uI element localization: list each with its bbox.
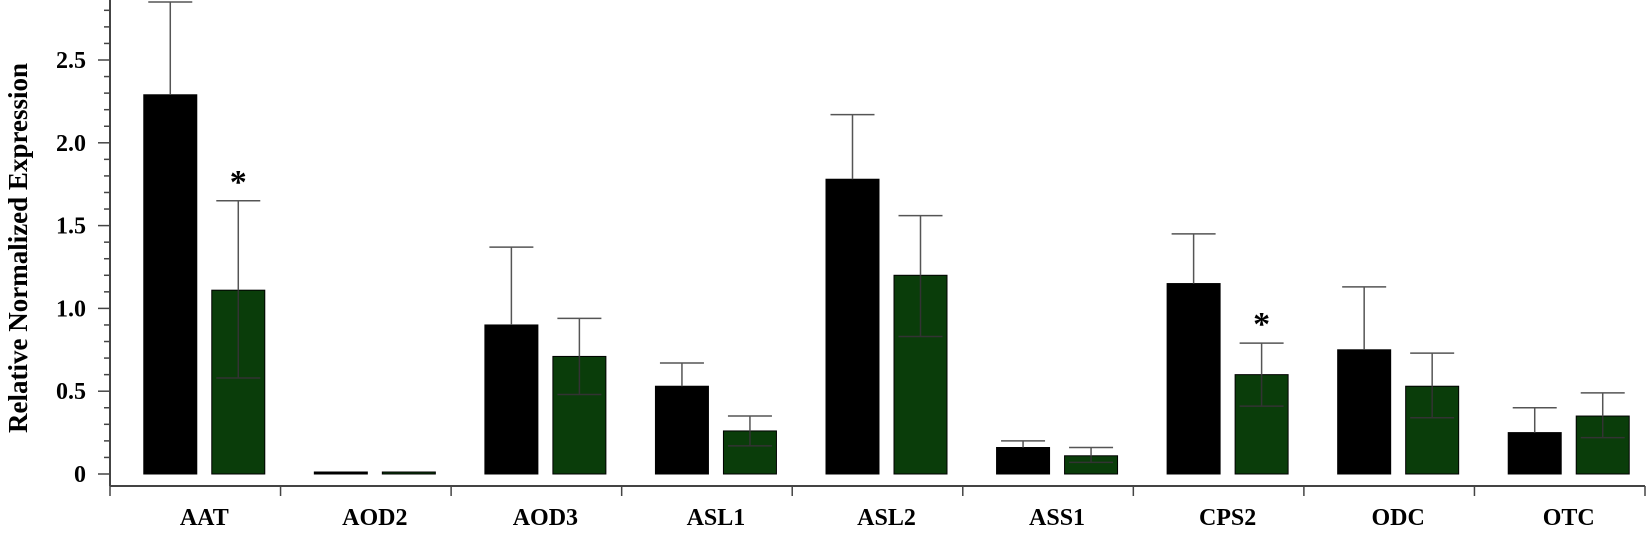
x-tick-label: AAT bbox=[180, 505, 229, 531]
annotations: ** bbox=[230, 164, 1270, 343]
y-tick-label: 2.0 bbox=[56, 131, 86, 157]
bar bbox=[996, 447, 1051, 475]
significance-marker: * bbox=[1253, 306, 1270, 343]
bar bbox=[1337, 349, 1392, 475]
y-tick-label: 2.5 bbox=[56, 48, 86, 74]
error-bars bbox=[148, 1, 1625, 464]
bar bbox=[825, 178, 880, 475]
bars bbox=[143, 94, 1630, 475]
x-tick-label: AOD3 bbox=[513, 505, 578, 531]
bar bbox=[1507, 432, 1562, 475]
x-tick-label: AOD2 bbox=[342, 505, 407, 531]
axes bbox=[98, 0, 1646, 496]
x-tick-label: ASL1 bbox=[687, 505, 746, 531]
x-tick-label: ODC bbox=[1371, 505, 1424, 531]
x-tick-label: ASS1 bbox=[1029, 505, 1085, 531]
y-tick-label: 1.0 bbox=[56, 296, 86, 322]
significance-marker: * bbox=[230, 164, 247, 201]
y-axis-label: Relative Normalized Expression bbox=[3, 63, 33, 433]
y-tick-label: 0.5 bbox=[56, 379, 86, 405]
bar bbox=[654, 385, 709, 475]
bar bbox=[313, 471, 368, 475]
x-tick-label: ASL2 bbox=[857, 505, 916, 531]
y-tick-label: 1.5 bbox=[56, 214, 86, 240]
bar bbox=[381, 471, 436, 475]
tick-labels: 0 0.5 1.0 1.5 2.0 2.5 AAT AOD2 AOD3 ASL1 ASL2 ASS1 C… bbox=[56, 48, 1595, 531]
y-tick-label: 0 bbox=[74, 462, 86, 488]
x-tick-label: OTC bbox=[1543, 505, 1595, 531]
bar bbox=[143, 94, 198, 475]
x-tick-label: CPS2 bbox=[1199, 505, 1256, 531]
bar bbox=[484, 324, 539, 475]
bar bbox=[1166, 283, 1221, 475]
